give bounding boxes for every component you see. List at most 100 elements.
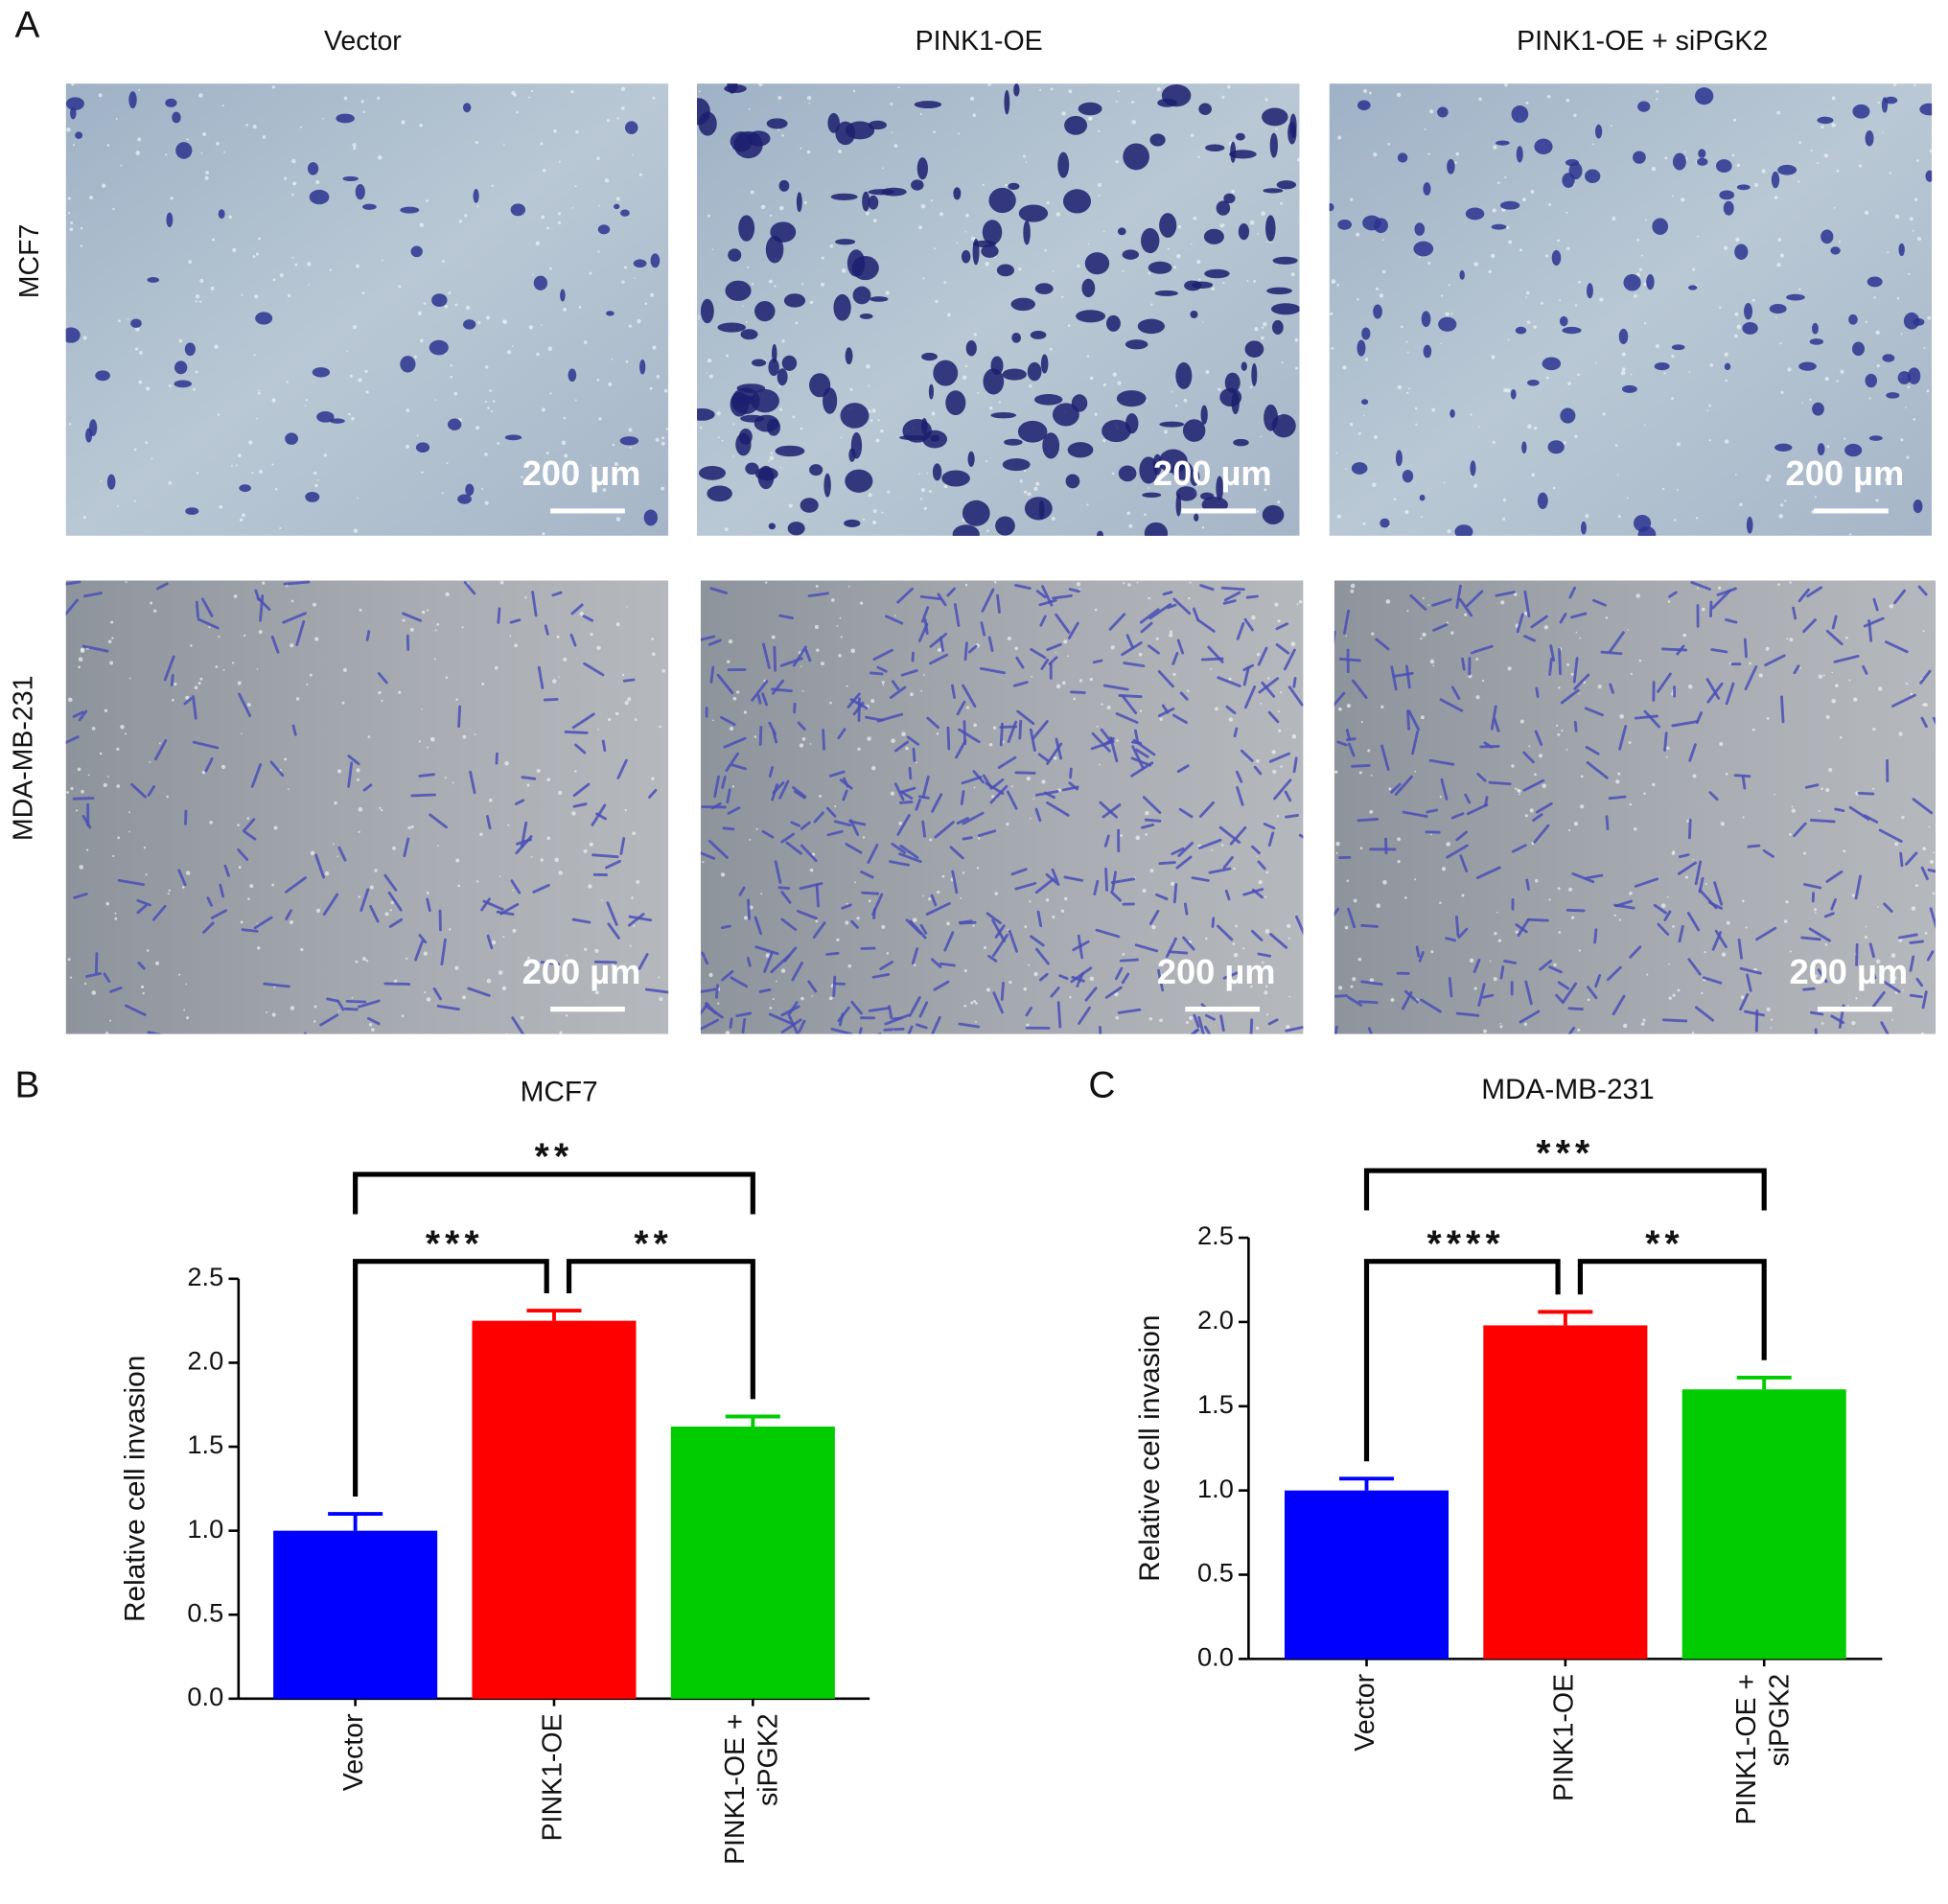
speck [1278,729,1282,732]
speck [1557,887,1561,891]
speck [1260,702,1263,705]
cell [1932,716,1936,726]
speck [1198,278,1201,281]
speck [800,147,802,150]
speck [532,273,535,276]
speck [1906,455,1910,459]
cell [1771,171,1780,189]
speck [358,895,361,898]
x-tick-label: PINK1-OE [538,1713,568,1841]
cell [1102,684,1129,691]
cell [823,473,831,498]
cell [870,671,884,676]
cell [852,286,871,305]
speck [324,871,330,876]
speck [893,144,898,148]
cell [830,1027,853,1034]
speck [1626,497,1629,499]
cell [848,820,867,826]
speck [749,905,754,910]
speck [1533,426,1538,430]
speck [1145,810,1149,816]
cell [1820,229,1834,244]
cell [1482,993,1495,999]
cell [1600,650,1623,656]
speck [1427,604,1430,606]
cell [1262,107,1288,127]
speck [291,158,296,164]
cell [1362,215,1381,231]
speck [946,921,950,926]
speck [774,285,777,288]
speck [1101,703,1103,706]
speck [571,811,576,816]
speck [138,88,141,91]
speck [1215,707,1218,711]
speck [1338,986,1343,990]
cell [1825,870,1844,883]
speck [477,321,481,325]
speck [1432,664,1435,667]
speck [840,636,843,639]
cell [717,322,747,333]
speck [1636,238,1640,242]
cell [81,644,109,653]
cell [899,844,919,859]
speck [598,204,601,207]
cell [1671,720,1699,728]
speck [1197,155,1200,158]
speck [1831,123,1836,128]
cell [1076,971,1084,987]
speck [963,968,967,973]
cell [1275,643,1290,655]
cell [987,636,994,652]
cell [1411,730,1420,755]
cell [876,712,904,723]
speck [1201,526,1205,529]
speck [1525,101,1529,104]
speck [1497,939,1502,942]
cell [1431,598,1452,607]
cell [956,700,966,716]
speck [244,634,246,638]
speck [1232,942,1236,945]
cell [1688,743,1697,762]
cell [1235,770,1243,783]
speck [541,215,545,220]
speck [252,124,257,129]
cell [447,418,462,430]
cell [754,300,776,322]
cell [772,781,785,795]
speck [1839,735,1843,739]
cell [778,614,795,620]
speck [840,436,843,439]
speck [195,294,200,299]
cell [726,788,731,804]
speck [1691,1032,1695,1034]
cell [775,445,805,457]
speck [1261,326,1264,329]
speck [1864,210,1869,216]
speck [795,321,799,325]
cell [1030,330,1047,339]
speck [1049,347,1053,351]
speck [1579,804,1585,809]
speck [1499,1025,1503,1029]
cell [962,499,990,526]
speck [1250,985,1253,988]
bar [472,1320,637,1699]
cell [1251,845,1261,855]
speck [1776,263,1781,267]
speck [1440,342,1442,345]
cell [951,684,957,699]
cell [911,947,919,964]
speck [724,527,729,532]
bar [670,1427,835,1699]
speck [1150,303,1153,306]
cell [510,879,522,894]
speck [1877,906,1879,908]
speck [1612,216,1616,221]
cell [1739,992,1750,1011]
speck [941,874,945,878]
